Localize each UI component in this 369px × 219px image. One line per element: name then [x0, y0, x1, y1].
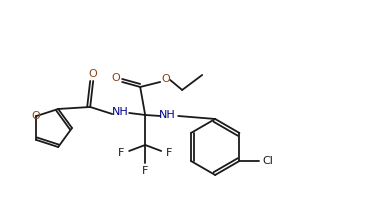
Text: F: F [142, 166, 148, 176]
Text: NH: NH [159, 110, 176, 120]
Text: F: F [118, 148, 124, 158]
Text: F: F [166, 148, 172, 158]
Text: O: O [89, 69, 97, 79]
Text: O: O [162, 74, 170, 84]
Text: O: O [31, 111, 40, 121]
Text: Cl: Cl [262, 156, 273, 166]
Text: NH: NH [112, 107, 128, 117]
Text: O: O [112, 73, 121, 83]
